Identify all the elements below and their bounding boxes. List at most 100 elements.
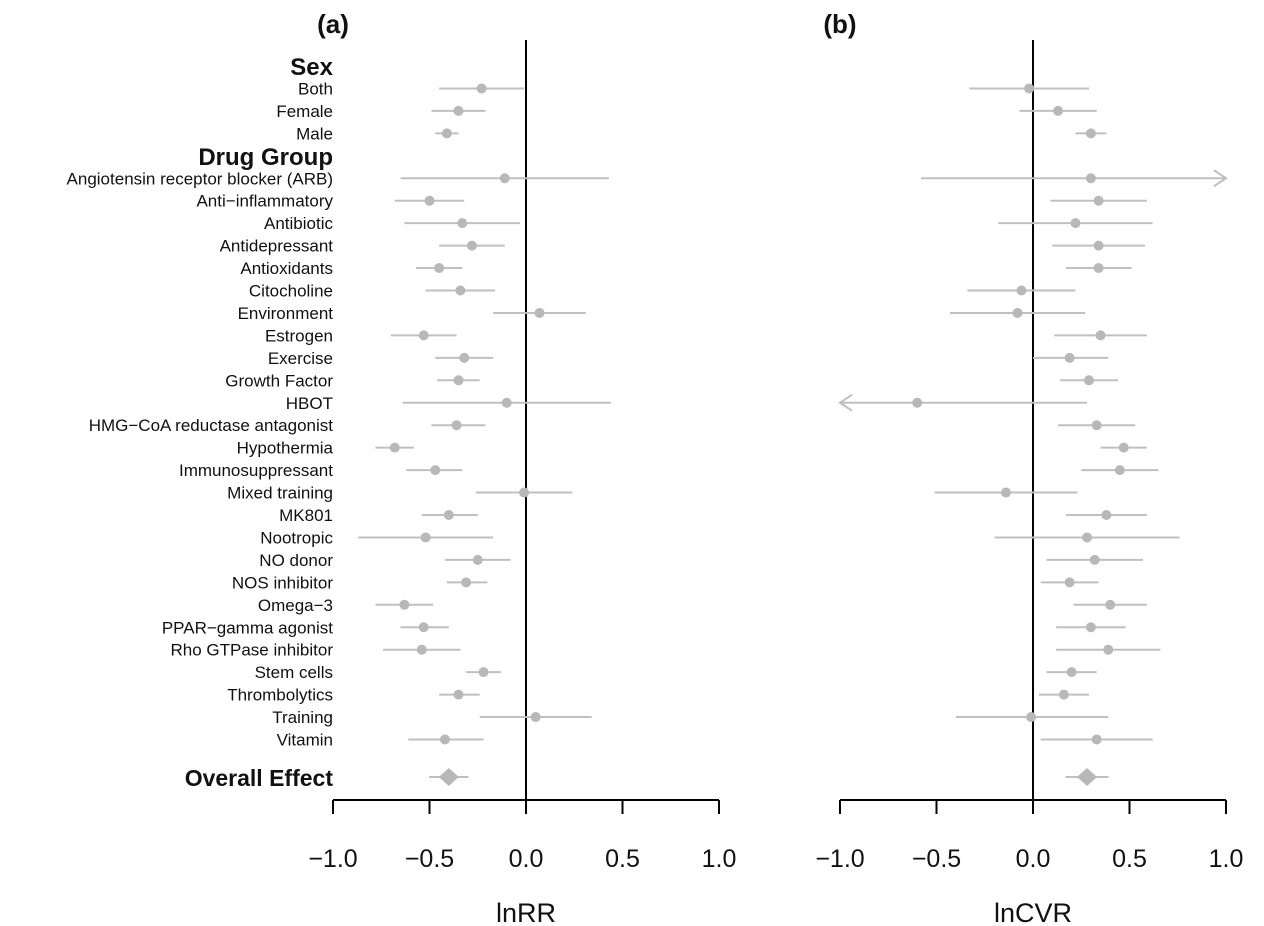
row-label: Antioxidants [240, 259, 333, 278]
point-estimate [457, 218, 468, 229]
row-label: NO donor [259, 551, 333, 570]
point-estimate [1070, 218, 1081, 229]
point-estimate [1024, 83, 1035, 94]
point-estimate [501, 397, 512, 408]
point-estimate [476, 83, 487, 94]
point-estimate [530, 712, 541, 723]
row-label: Immunosuppressant [179, 461, 333, 480]
x-axis-title: lnRR [496, 898, 556, 926]
point-estimate [389, 442, 400, 453]
row-label: Female [276, 102, 333, 121]
row-label: Training [272, 708, 333, 727]
point-estimate [434, 263, 445, 274]
x-tick-label: 0.0 [509, 845, 544, 873]
row-label: Stem cells [255, 663, 333, 682]
row-label: HBOT [286, 394, 333, 413]
point-estimate [1082, 532, 1093, 543]
point-estimate [416, 644, 427, 655]
panel-b: (b) −1.0 −0.5 0.0 0.5 1.0 lnCVR [815, 9, 1243, 926]
point-estimate [1053, 105, 1064, 116]
row-label: Growth Factor [225, 371, 333, 390]
row-label: Anti−inflammatory [196, 192, 333, 211]
row-label: Both [298, 79, 333, 98]
point-estimate [912, 397, 923, 408]
point-estimate [472, 554, 483, 565]
overall-diamond [438, 768, 459, 786]
x-tick-label: 1.0 [1209, 845, 1244, 873]
point-estimate [399, 599, 410, 610]
point-estimate [1114, 465, 1125, 476]
point-estimate [1103, 644, 1114, 655]
x-tick-label: 0.5 [605, 845, 640, 873]
point-estimate [519, 487, 530, 498]
row-label: Hypothermia [237, 439, 334, 458]
point-estimate [1085, 622, 1096, 633]
point-estimate [461, 577, 472, 588]
point-estimate [1105, 599, 1116, 610]
point-estimate [1085, 173, 1096, 184]
row-label: Thrombolytics [227, 686, 333, 705]
row-label: MK801 [279, 506, 333, 525]
x-tick-label: 1.0 [702, 845, 737, 873]
overall-diamond [1077, 768, 1098, 786]
point-estimate [441, 128, 452, 139]
point-estimate [1089, 554, 1100, 565]
point-estimate [453, 375, 464, 386]
row-label: Exercise [268, 349, 333, 368]
point-estimate [1083, 375, 1094, 386]
row-label: NOS inhibitor [232, 573, 333, 592]
point-estimate [418, 330, 429, 341]
point-estimate [420, 532, 431, 543]
group-label: Sex [290, 54, 333, 81]
point-estimate [1016, 285, 1027, 296]
point-estimate [455, 285, 466, 296]
x-tick-label: 0.0 [1016, 845, 1051, 873]
row-label: Antibiotic [264, 214, 333, 233]
point-estimate [1095, 330, 1106, 341]
point-estimate [1093, 263, 1104, 274]
group-label: Drug Group [198, 144, 333, 171]
point-estimate [499, 173, 510, 184]
point-estimate [453, 689, 464, 700]
row-label: Citocholine [249, 282, 333, 301]
point-estimate [1012, 307, 1023, 318]
x-tick-label: −0.5 [912, 845, 961, 873]
point-estimate [1064, 577, 1075, 588]
point-estimate [1064, 352, 1075, 363]
point-estimate [1118, 442, 1129, 453]
point-estimate [534, 307, 545, 318]
row-label: Antidepressant [220, 237, 334, 256]
point-estimate [1058, 689, 1069, 700]
panel-label: (a) [317, 9, 349, 39]
x-axis-title: lnCVR [994, 898, 1072, 926]
point-estimate [453, 105, 464, 116]
x-tick-label: −1.0 [815, 845, 864, 873]
row-label: Estrogen [265, 326, 333, 345]
ci-arrow [1213, 169, 1228, 188]
point-estimate [430, 465, 441, 476]
point-estimate [439, 734, 450, 745]
point-estimate [424, 195, 435, 206]
row-label: HMG−CoA reductase antagonist [89, 416, 334, 435]
panel-a: (a) −1.0 −0.5 0.0 0.5 1.0 lnRR [308, 9, 736, 926]
point-estimate [459, 352, 470, 363]
row-label: Rho GTPase inhibitor [170, 641, 333, 660]
point-estimate [1026, 712, 1037, 723]
row-label: Omega−3 [258, 596, 333, 615]
ci-arrow [838, 393, 853, 412]
point-estimate [1085, 128, 1096, 139]
point-estimate [451, 420, 462, 431]
point-estimate [1091, 734, 1102, 745]
point-estimate [443, 510, 454, 520]
point-estimate [1093, 240, 1104, 251]
row-label: Mixed training [227, 484, 333, 503]
row-label: Angiotensin receptor blocker (ARB) [67, 169, 333, 188]
overall-label: Overall Effect [185, 765, 334, 791]
point-estimate [466, 240, 477, 251]
row-label: Nootropic [260, 528, 333, 547]
point-estimate [1091, 420, 1102, 431]
panel-label: (b) [823, 9, 856, 39]
point-estimate [1000, 487, 1011, 498]
point-estimate [1066, 667, 1077, 678]
